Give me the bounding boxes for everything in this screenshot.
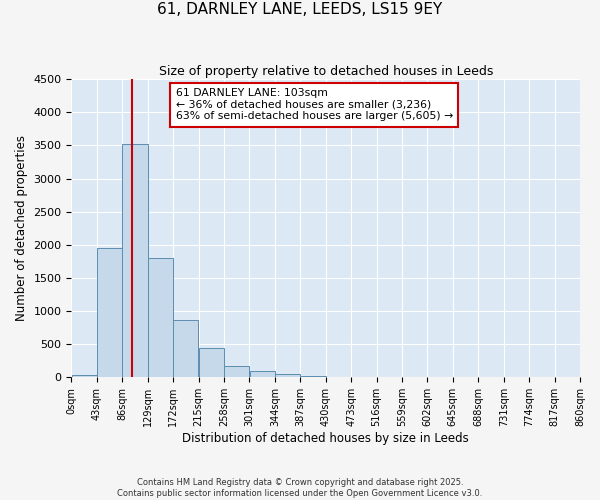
Text: 61, DARNLEY LANE, LEEDS, LS15 9EY: 61, DARNLEY LANE, LEEDS, LS15 9EY (157, 2, 443, 18)
Text: 61 DARNLEY LANE: 103sqm
← 36% of detached houses are smaller (3,236)
63% of semi: 61 DARNLEY LANE: 103sqm ← 36% of detache… (176, 88, 453, 122)
Bar (224, 366, 249, 378)
Bar (122, 144, 148, 378)
Bar (275, 374, 300, 378)
Text: Contains HM Land Registry data © Crown copyright and database right 2025.
Contai: Contains HM Land Registry data © Crown c… (118, 478, 482, 498)
Bar (97, 248, 122, 378)
Bar (301, 376, 326, 378)
Bar (71, 376, 97, 378)
Bar (173, 320, 199, 378)
X-axis label: Distribution of detached houses by size in Leeds: Distribution of detached houses by size … (182, 432, 469, 445)
Bar (250, 372, 275, 378)
Bar (199, 348, 224, 378)
Title: Size of property relative to detached houses in Leeds: Size of property relative to detached ho… (158, 65, 493, 78)
Bar (148, 258, 173, 378)
Y-axis label: Number of detached properties: Number of detached properties (15, 136, 28, 322)
